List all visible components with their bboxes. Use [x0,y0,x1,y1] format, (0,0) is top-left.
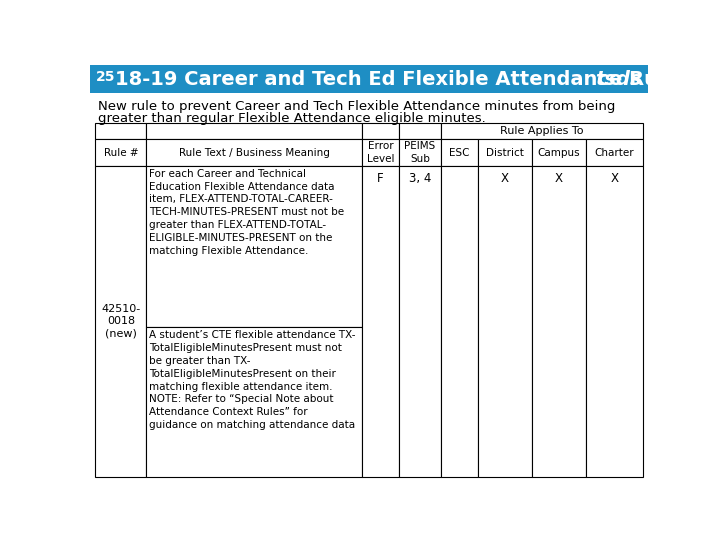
Bar [586,166,642,477]
Text: 3, 4: 3, 4 [409,172,431,185]
Text: F: F [377,172,384,185]
Bar [441,139,478,166]
Bar [96,139,146,166]
Text: tsds: tsds [595,70,642,89]
Text: X: X [501,172,509,185]
Bar [362,139,399,166]
Text: District: District [486,147,524,158]
Text: A student’s CTE flexible attendance TX-
TotalEligibleMinutesPresent must not
be : A student’s CTE flexible attendance TX- … [149,330,355,430]
Text: New rule to prevent Career and Tech Flexible Attendance minutes from being: New rule to prevent Career and Tech Flex… [98,100,615,113]
Bar [586,139,642,166]
Bar [90,65,648,93]
Bar [532,166,586,477]
Bar [362,123,399,139]
Bar [478,166,532,477]
Text: Rule #: Rule # [104,147,138,158]
Bar [441,166,478,477]
Text: For each Career and Technical
Education Flexible Attendance data
item, FLEX-ATTE: For each Career and Technical Education … [149,168,344,255]
Bar [478,139,532,166]
Bar [399,123,441,139]
Bar [146,327,362,477]
Text: X: X [611,172,618,185]
Text: PEIMS
Sub: PEIMS Sub [405,141,436,164]
Bar [532,139,586,166]
Bar [96,166,146,477]
Text: Rule Text / Business Meaning: Rule Text / Business Meaning [179,147,330,158]
Bar [362,166,399,477]
Text: 25: 25 [96,70,116,84]
Text: Campus: Campus [538,147,580,158]
Bar [146,166,362,327]
Text: Rule Applies To: Rule Applies To [500,126,584,136]
Bar [399,166,441,477]
Bar [96,123,146,139]
Bar [146,123,362,139]
Text: ESC: ESC [449,147,470,158]
Bar [441,123,642,139]
Text: greater than regular Flexible Attendance eligible minutes.: greater than regular Flexible Attendance… [98,112,485,125]
Bar [146,139,362,166]
Text: 18-19 Career and Tech Ed Flexible Attendance Rule: 18-19 Career and Tech Ed Flexible Attend… [114,70,678,89]
Text: Error
Level: Error Level [366,141,394,164]
Text: Charter: Charter [595,147,634,158]
Text: 42510-
0018
(new): 42510- 0018 (new) [102,304,140,339]
Bar [399,139,441,166]
Text: X: X [555,172,563,185]
